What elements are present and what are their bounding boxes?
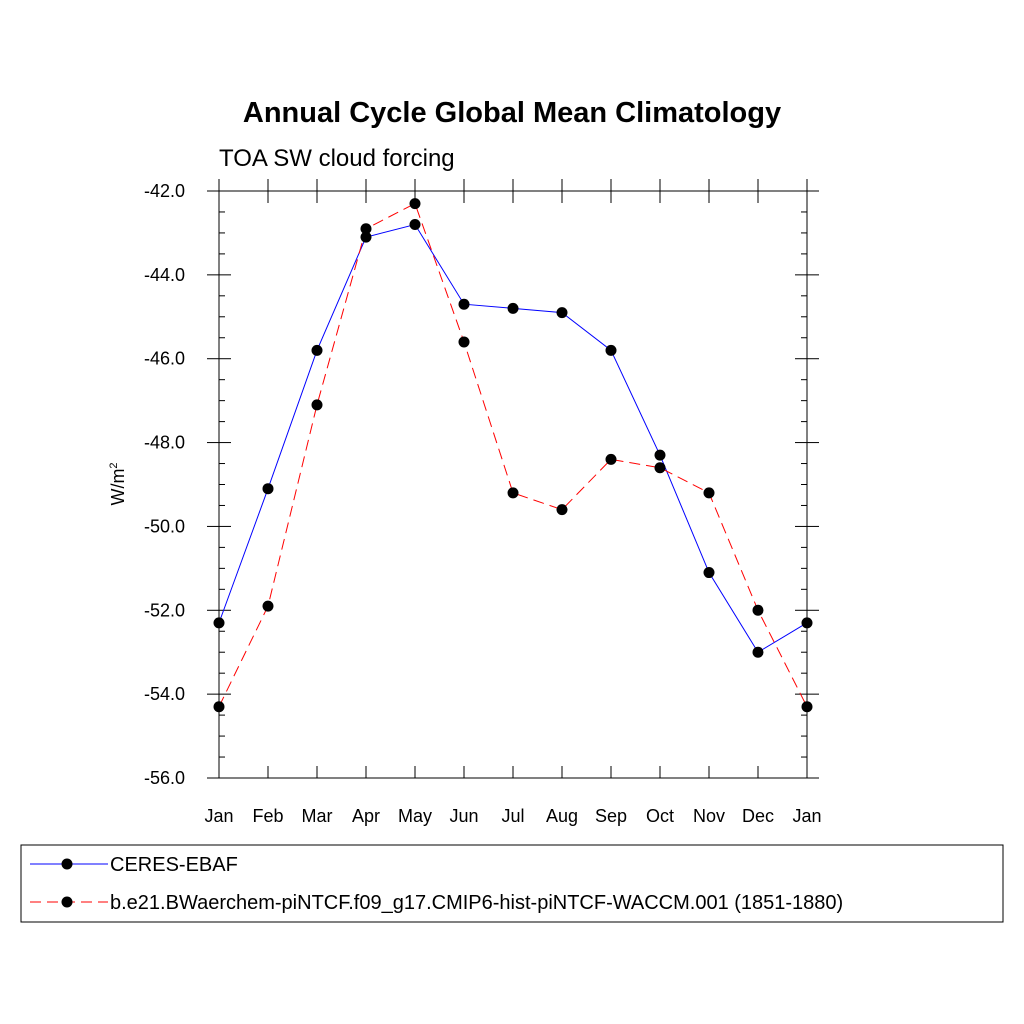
y-tick-label: -42.0 (144, 181, 185, 201)
x-tick-label: Aug (546, 806, 578, 826)
y-axis-label: W/m2 (108, 462, 128, 505)
x-tick-label: Jul (501, 806, 524, 826)
x-tick-label: Dec (742, 806, 774, 826)
series-layer (213, 198, 813, 713)
series-0-point (311, 344, 323, 356)
series-0-point (556, 307, 568, 319)
x-tick-label: Jan (792, 806, 821, 826)
series-1-point (213, 701, 225, 713)
y-axis-label-text: W/m (108, 469, 128, 506)
legend-marker-ceres (61, 858, 73, 870)
x-tick-label: Jan (204, 806, 233, 826)
chart-subtitle: TOA SW cloud forcing (219, 145, 455, 172)
chart-title: Annual Cycle Global Mean Climatology (243, 97, 781, 129)
x-tick-label: Oct (646, 806, 674, 826)
series-1-point (801, 701, 813, 713)
series-0-point (360, 231, 372, 243)
series-line-1 (218, 202, 808, 707)
x-tick-label: Jun (449, 806, 478, 826)
legend-label-model: b.e21.BWaerchem-piNTCF.f09_g17.CMIP6-his… (110, 892, 843, 914)
legend-box (20, 844, 1004, 923)
series-0-point (507, 302, 519, 314)
series-0-point (409, 219, 421, 231)
y-axis-label-superscript: 2 (108, 462, 120, 468)
legend-marker-model (61, 896, 73, 908)
series-0-point (752, 646, 764, 658)
y-tick-label: -46.0 (144, 349, 185, 369)
x-tick-label: Feb (252, 806, 283, 826)
series-1-point (311, 399, 323, 411)
x-tick-label: May (398, 806, 432, 826)
series-1-point (605, 453, 617, 465)
y-tick-label: -44.0 (144, 265, 185, 285)
series-1-point (507, 487, 519, 499)
series-line-0 (218, 223, 808, 653)
series-0-point (458, 298, 470, 310)
series-1-point (556, 504, 568, 516)
series-1-point (360, 223, 372, 235)
x-tick-label: Mar (302, 806, 333, 826)
y-tick-label: -56.0 (144, 768, 185, 788)
series-0-point (801, 617, 813, 629)
y-tick-label: -54.0 (144, 684, 185, 704)
y-axis: -42.0 -44.0 -46.0 -48.0 -50.0 -52.0 -54.0 -56.0 (144, 181, 819, 788)
series-1-point (458, 336, 470, 348)
series-1-point (752, 604, 764, 616)
y-tick-label: -48.0 (144, 433, 185, 453)
y-tick-label: -52.0 (144, 600, 185, 620)
x-axis: Jan Feb Mar Apr May Jun Jul Aug Sep Oct Nov Dec Jan (204, 179, 822, 826)
x-tick-label: Sep (595, 806, 627, 826)
series-1-point (262, 600, 274, 612)
series-1-point (654, 462, 666, 474)
y-tick-label: -50.0 (144, 516, 185, 536)
series-0-point (262, 483, 274, 495)
x-tick-label: Nov (693, 806, 725, 826)
legend: CERES-EBAF b.e21.BWaerchem-piNTCF.f09_g1… (20, 844, 1004, 923)
series-0-point (703, 567, 715, 579)
series-1-point (703, 487, 715, 499)
series-0-point (654, 449, 666, 461)
series-0-point (213, 617, 225, 629)
series-1-point (409, 198, 421, 210)
series-0-point (605, 344, 617, 356)
legend-label-ceres: CERES-EBAF (110, 854, 238, 876)
plot-frame (218, 190, 808, 779)
x-tick-label: Apr (352, 806, 380, 826)
